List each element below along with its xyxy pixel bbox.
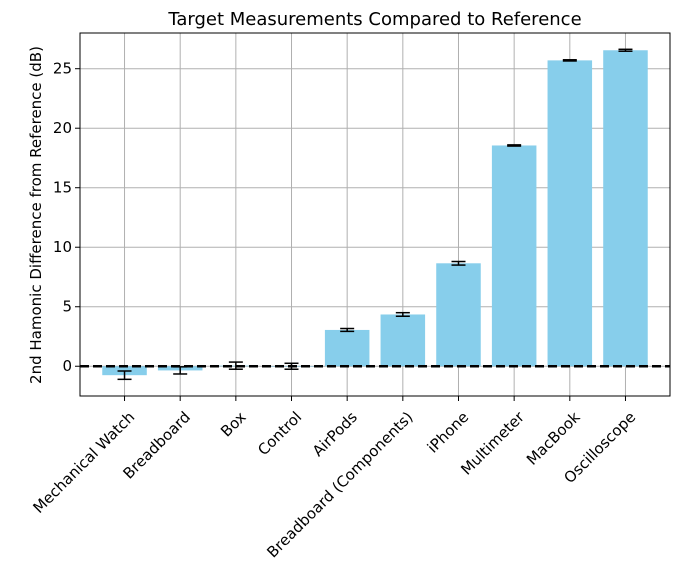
error-bar [228,361,243,370]
error-bar [117,370,132,381]
bar [436,263,481,367]
error-bar [284,362,299,370]
error-bar [451,260,466,266]
y-tick-label: 25 [53,60,72,78]
bar [380,314,426,367]
error-bar [395,311,410,318]
y-tick-label: 15 [53,179,72,197]
x-tick-label: Control [254,408,305,459]
error-bar [340,327,355,333]
error-bar [173,366,188,375]
plot-frame [79,32,671,397]
chart-title: Target Measurements Compared to Referenc… [167,9,581,30]
error-bar [562,59,577,62]
y-tick-label: 10 [53,238,72,256]
y-tick-label: 0 [62,357,72,375]
x-tick-label: AirPods [309,408,361,460]
error-bar [507,144,522,147]
error-bars [117,48,633,381]
bars [102,50,648,376]
bar [324,329,370,367]
y-axis-ticks: 0 5 10 15 20 25 [53,60,80,375]
bar [547,60,593,367]
y-axis-label: 2nd Hamonic Difference from Reference (d… [27,46,45,384]
bar [491,145,537,367]
x-tick-label: Mechanical Watch [29,408,138,517]
error-bar [618,48,633,52]
x-tick-label: iPhone [424,408,473,457]
bar [603,50,648,367]
y-tick-label: 20 [53,119,72,137]
y-tick-label: 5 [62,298,72,316]
x-tick-label: Box [217,408,250,441]
